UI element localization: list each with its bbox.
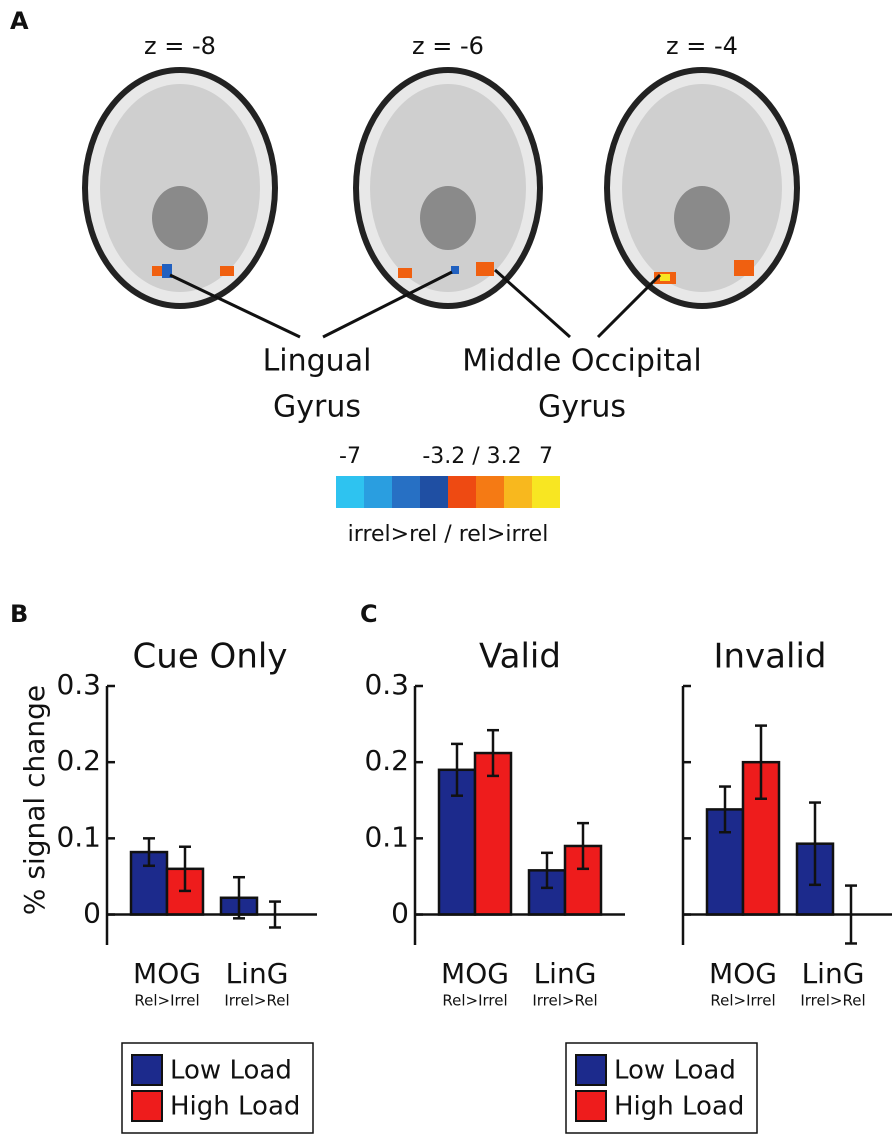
- legend-swatch: [575, 1054, 607, 1086]
- x-tick-sublabel: Irrel>Rel: [800, 992, 865, 1010]
- bar: [473, 751, 513, 916]
- error-bar: [143, 837, 155, 868]
- region-label: Middle Occipital: [462, 344, 701, 379]
- y-tick-label: 0.3: [56, 668, 101, 701]
- slice-label: z = -4: [666, 32, 738, 60]
- y-axis-label: % signal change: [18, 685, 51, 915]
- error-bar: [487, 728, 499, 778]
- x-tick-label: MOG: [709, 957, 777, 990]
- legend-box: [565, 1042, 758, 1134]
- error-bar: [719, 785, 731, 834]
- y-tick-label: 0.2: [364, 744, 409, 777]
- colorbar-cell: [336, 476, 364, 508]
- region-label: Gyrus: [273, 390, 361, 425]
- slice-label: z = -8: [144, 32, 216, 60]
- y-tick-label: 0.2: [56, 744, 101, 777]
- error-bar: [179, 845, 191, 893]
- y-tick-label: 0.1: [56, 820, 101, 853]
- colorbar-cell: [476, 476, 504, 508]
- x-tick-sublabel: Irrel>Rel: [224, 992, 289, 1010]
- x-tick-sublabel: Rel>Irrel: [710, 992, 775, 1010]
- region-label: Gyrus: [538, 390, 626, 425]
- y-tick-label: 0: [83, 897, 101, 930]
- region-label: Lingual: [263, 344, 372, 379]
- colorbar-label: -3.2 / 3.2: [422, 444, 521, 469]
- y-tick-label: 0.1: [364, 820, 409, 853]
- colorbar-label: -7: [339, 444, 361, 469]
- legend-swatch: [131, 1054, 163, 1086]
- slice-label: z = -6: [412, 32, 484, 60]
- panel-label: A: [10, 7, 29, 35]
- x-tick-label: MOG: [133, 957, 201, 990]
- leader-lines: [169, 268, 662, 339]
- colorbar-cell: [364, 476, 392, 508]
- colorbar-cell: [504, 476, 532, 508]
- colorbar-cell: [532, 476, 560, 508]
- colorbar-cell: [392, 476, 420, 508]
- colorbar: [336, 476, 560, 508]
- error-bar: [541, 851, 553, 890]
- legend-swatch: [575, 1090, 607, 1122]
- x-tick-label: MOG: [441, 957, 509, 990]
- y-tick-label: 0: [391, 897, 409, 930]
- chart-title: Invalid: [713, 637, 826, 677]
- x-tick-sublabel: Rel>Irrel: [134, 992, 199, 1010]
- y-tick-label: 0.3: [364, 668, 409, 701]
- x-tick-label: LinG: [226, 957, 289, 990]
- colorbar-cell: [420, 476, 448, 508]
- error-bar: [755, 724, 767, 800]
- panel-label: C: [360, 600, 378, 628]
- error-bar: [451, 742, 463, 797]
- legend-label: Low Load: [614, 1056, 736, 1086]
- x-tick-sublabel: Irrel>Rel: [532, 992, 597, 1010]
- x-tick-label: LinG: [802, 957, 865, 990]
- colorbar-label: 7: [539, 444, 553, 469]
- error-bar: [269, 900, 281, 929]
- error-bar: [809, 801, 821, 887]
- chart-title: Cue Only: [133, 637, 288, 677]
- colorbar-caption: irrel>rel / rel>irrel: [348, 522, 549, 547]
- panel-label: B: [10, 600, 28, 628]
- legend-label: High Load: [614, 1092, 744, 1122]
- legend-label: Low Load: [170, 1056, 292, 1086]
- colorbar-cell: [448, 476, 476, 508]
- legend-swatch: [131, 1090, 163, 1122]
- error-bar: [845, 884, 857, 945]
- x-tick-label: LinG: [534, 957, 597, 990]
- x-tick-sublabel: Rel>Irrel: [442, 992, 507, 1010]
- brain-images: [82, 67, 800, 309]
- error-bar: [577, 821, 589, 871]
- error-bar: [233, 875, 245, 920]
- legend-label: High Load: [170, 1092, 300, 1122]
- legend-box: [121, 1042, 314, 1134]
- chart-title: Valid: [479, 637, 561, 677]
